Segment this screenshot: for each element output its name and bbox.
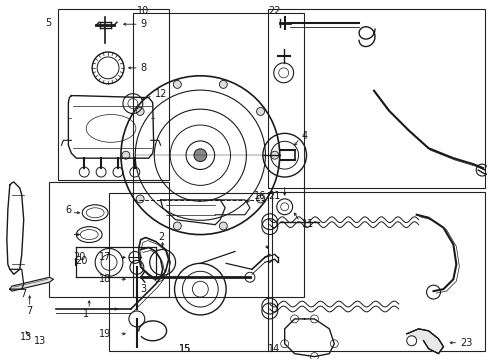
Text: 19: 19 xyxy=(99,329,111,339)
Circle shape xyxy=(270,151,278,159)
Circle shape xyxy=(122,151,130,159)
Text: 18: 18 xyxy=(99,274,111,284)
Text: 21: 21 xyxy=(267,191,280,201)
Text: 23: 23 xyxy=(459,338,472,348)
Text: 20: 20 xyxy=(75,256,87,266)
Circle shape xyxy=(219,222,227,230)
Bar xyxy=(133,13,303,297)
Bar xyxy=(109,193,271,351)
Circle shape xyxy=(173,222,181,230)
Polygon shape xyxy=(406,329,443,354)
Text: 3: 3 xyxy=(141,284,146,294)
Text: 6: 6 xyxy=(65,205,71,215)
Text: 16: 16 xyxy=(253,191,265,201)
Text: 14: 14 xyxy=(267,344,280,354)
Text: 10: 10 xyxy=(137,6,149,16)
Text: 7: 7 xyxy=(20,289,26,299)
Circle shape xyxy=(136,195,144,203)
Text: 8: 8 xyxy=(141,63,146,73)
Bar xyxy=(267,9,484,188)
Text: 2: 2 xyxy=(158,231,164,242)
Circle shape xyxy=(219,80,227,89)
Text: 17: 17 xyxy=(99,252,111,262)
Text: 4: 4 xyxy=(301,131,307,141)
Text: 12: 12 xyxy=(154,89,167,99)
Text: 5: 5 xyxy=(45,18,52,28)
Text: 20: 20 xyxy=(73,252,85,262)
Text: 15: 15 xyxy=(178,344,190,354)
Polygon shape xyxy=(10,277,53,291)
Text: 7: 7 xyxy=(26,306,32,316)
Circle shape xyxy=(256,108,264,116)
Circle shape xyxy=(194,149,206,162)
Text: 13: 13 xyxy=(34,336,46,346)
Text: 1: 1 xyxy=(83,309,89,319)
Circle shape xyxy=(256,195,264,203)
Text: 11: 11 xyxy=(301,219,313,229)
Circle shape xyxy=(173,80,181,89)
Bar xyxy=(267,192,484,351)
Bar xyxy=(59,9,168,180)
Circle shape xyxy=(136,108,144,116)
Text: 9: 9 xyxy=(141,19,146,29)
Text: 22: 22 xyxy=(267,6,280,16)
Text: 13: 13 xyxy=(20,332,32,342)
Bar xyxy=(48,182,168,297)
Text: 15: 15 xyxy=(178,344,190,354)
